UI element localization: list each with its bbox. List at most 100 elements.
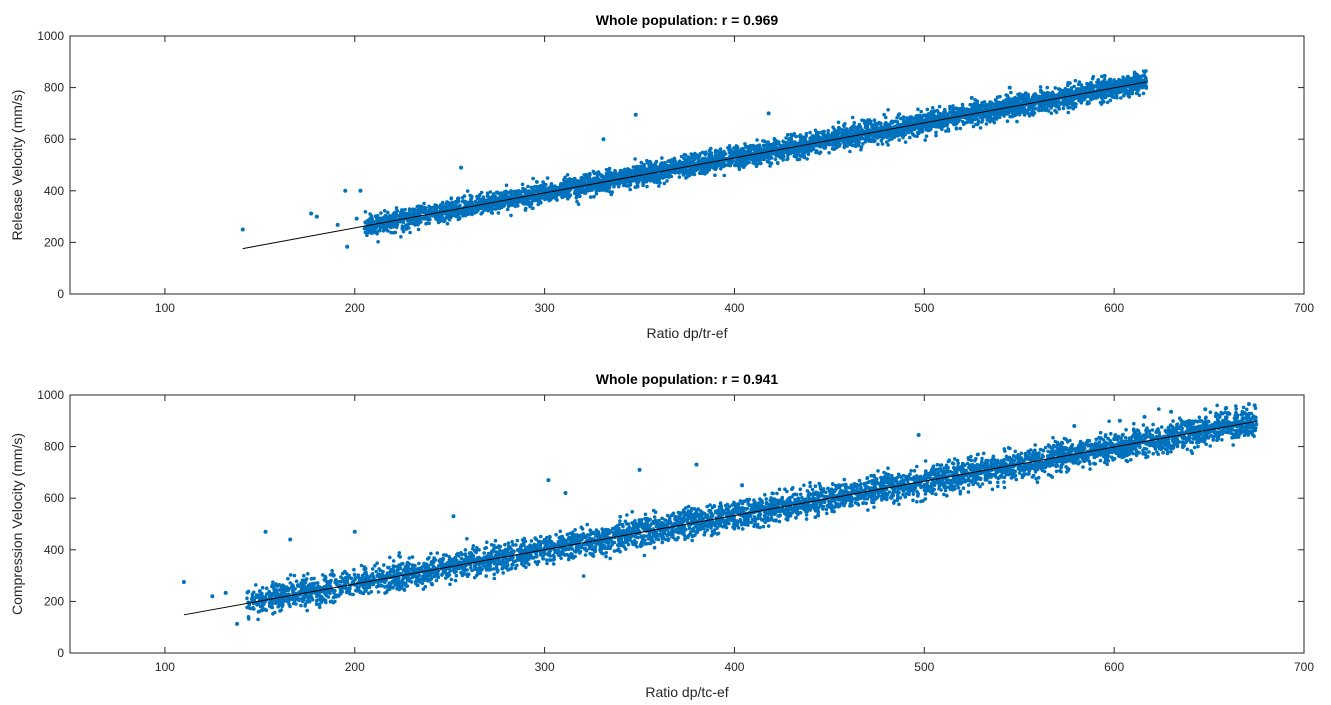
- scatter-point: [652, 166, 657, 171]
- scatter-point: [761, 157, 766, 162]
- scatter-point: [1038, 85, 1043, 89]
- scatter-point: [880, 142, 885, 146]
- scatter-point: [833, 132, 838, 137]
- scatter-point: [714, 157, 718, 161]
- scatter-point: [1082, 97, 1086, 102]
- scatter-point: [750, 146, 754, 151]
- scatter-point: [1130, 91, 1134, 96]
- scatter-point: [1076, 82, 1081, 87]
- scatter-point: [514, 189, 518, 194]
- scatter-point: [716, 150, 721, 155]
- scatter-point: [702, 151, 707, 155]
- scatter-point: [975, 122, 980, 127]
- scatter-point: [740, 163, 744, 168]
- scatter-point: [651, 177, 656, 182]
- scatter-point: [806, 152, 811, 156]
- scatter-point: [476, 196, 480, 200]
- scatter-point: [666, 164, 670, 169]
- scatter-point: [780, 144, 785, 148]
- scatter-point: [588, 195, 593, 199]
- scatter-point: [1088, 81, 1093, 86]
- scatter-point: [737, 167, 742, 172]
- scatter-point: [586, 175, 590, 180]
- scatter-point: [545, 176, 550, 180]
- scatter-point: [861, 136, 865, 141]
- scatter-point: [628, 173, 632, 177]
- scatter-point: [672, 169, 677, 174]
- scatter-point: [596, 187, 600, 192]
- scatter-point: [821, 129, 826, 134]
- scatter-point: [685, 174, 689, 179]
- scatter-point: [993, 116, 997, 121]
- scatter-point: [897, 138, 901, 142]
- scatter-point: [1121, 78, 1126, 82]
- scatter-point: [743, 142, 747, 146]
- scatter-point: [406, 222, 410, 227]
- scatter-point: [744, 159, 749, 164]
- scatter-point: [1049, 106, 1053, 110]
- scatter-point: [588, 171, 592, 176]
- scatter-point: [773, 157, 778, 162]
- scatter-point: [922, 124, 926, 129]
- scatter-point: [805, 157, 809, 161]
- scatter-point: [499, 195, 503, 200]
- scatter-point: [1053, 108, 1057, 113]
- scatter-point: [580, 176, 584, 181]
- scatter-point: [919, 109, 923, 114]
- scatter-point: [1073, 78, 1078, 83]
- scatter-point: [719, 154, 724, 158]
- scatter-point: [600, 188, 605, 192]
- scatter-point: [616, 184, 621, 189]
- scatter-point: [915, 134, 919, 139]
- scatter-point: [455, 196, 460, 201]
- scatter-point: [722, 173, 727, 178]
- scatter-point: [789, 134, 794, 139]
- scatter-point: [828, 134, 832, 138]
- scatter-point: [491, 193, 496, 197]
- scatter-point: [425, 221, 429, 226]
- scatter-point: [785, 157, 789, 162]
- scatter-point: [899, 130, 904, 134]
- scatter-point: [528, 190, 533, 195]
- scatter-point: [865, 127, 869, 131]
- scatter-point: [953, 106, 958, 111]
- scatter-point: [985, 106, 989, 110]
- scatter-point: [574, 178, 578, 183]
- scatter-point: [802, 151, 806, 156]
- scatter-point: [520, 182, 525, 187]
- scatter-point: [784, 136, 788, 140]
- scatter-point: [470, 194, 474, 199]
- scatter-point: [808, 130, 812, 135]
- scatter-point: [421, 208, 426, 213]
- scatter-point: [509, 213, 513, 218]
- scatter-point: [428, 217, 432, 222]
- scatter-point: [901, 118, 906, 123]
- scatter-point: [815, 149, 819, 153]
- scatter-point: [1010, 102, 1014, 107]
- scatter-point: [534, 184, 539, 189]
- scatter-point: [631, 165, 636, 169]
- scatter-point: [612, 184, 616, 189]
- scatter-point: [773, 138, 777, 143]
- scatter-point: [1143, 75, 1148, 80]
- scatter-point: [897, 112, 902, 116]
- scatter-point: [1005, 119, 1010, 123]
- scatter-point: [1119, 96, 1123, 100]
- scatter-point: [882, 112, 886, 117]
- scatter-point: [393, 230, 398, 235]
- scatter-point: [683, 160, 687, 165]
- scatter-point: [607, 166, 612, 171]
- scatter-point: [1032, 106, 1037, 111]
- scatter-point: [914, 114, 918, 118]
- scatter-point: [681, 173, 686, 177]
- scatter-point: [530, 206, 535, 210]
- scatter-point: [730, 161, 734, 165]
- scatter-point: [613, 171, 618, 175]
- scatter-point: [493, 207, 498, 211]
- scatter-point: [698, 152, 702, 156]
- scatter-point: [1008, 114, 1012, 119]
- scatter-point: [658, 181, 662, 185]
- scatter-point: [830, 146, 835, 151]
- scatter-point: [547, 198, 551, 203]
- scatter-point: [890, 119, 894, 124]
